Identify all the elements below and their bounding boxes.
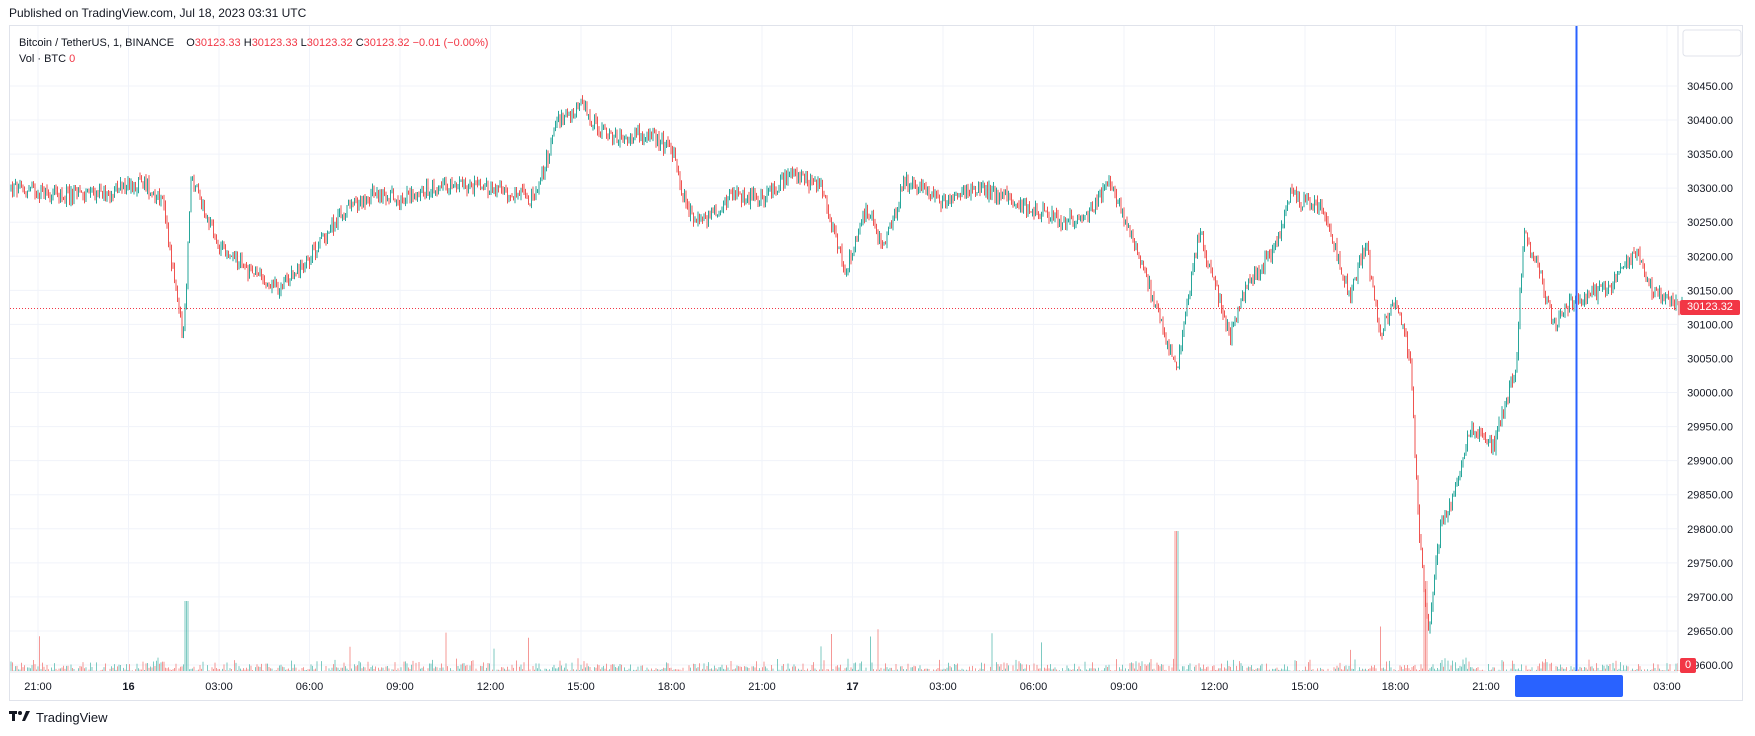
volume-badge-text: 0 xyxy=(1684,659,1692,671)
price-tick-label: 29650.00 xyxy=(1687,626,1733,638)
grid xyxy=(10,26,1677,671)
price-tick-label: 29600.00 xyxy=(1687,660,1733,672)
price-axis: 30450.00 30400.00 30350.00 30300.00 30250.00… xyxy=(1687,81,1733,672)
change-value: −0.01 (−0.00%) xyxy=(412,37,489,49)
last-price-badge-text: 30123.32 xyxy=(1687,301,1733,313)
time-tick-label: 15:00 xyxy=(1291,681,1319,693)
price-tick-label: 30450.00 xyxy=(1687,81,1733,93)
volume-label[interactable]: Vol · BTC xyxy=(19,53,67,65)
time-tick-label: 21:00 xyxy=(24,681,52,693)
footer-brand[interactable]: TradingView xyxy=(36,710,108,725)
chart-legend: Bitcoin / TetherUS, 1, BINANCE O30123.33… xyxy=(19,35,488,67)
time-tick-label: 09:00 xyxy=(386,681,414,693)
crosshair-time-text: 18 Jul '23 00:00 xyxy=(1530,702,1614,714)
crosshair-time-badge: 18 Jul '23 00:00 xyxy=(1515,675,1623,714)
open-value: 30123.33 xyxy=(194,37,241,49)
time-tick-label: 03:00 xyxy=(929,681,957,693)
price-tick-label: 30400.00 xyxy=(1687,115,1733,127)
price-tick-label: 29950.00 xyxy=(1687,422,1733,434)
close-label: C xyxy=(355,37,364,49)
time-tick-label: 12:00 xyxy=(1201,681,1229,693)
time-tick-label: 03:00 xyxy=(205,681,233,693)
volume-row: Vol · BTC 0 xyxy=(19,51,488,67)
price-tick-label: 30150.00 xyxy=(1687,285,1733,297)
price-tick-label: 29850.00 xyxy=(1687,490,1733,502)
time-tick-label: 12:00 xyxy=(477,681,505,693)
price-tick-label: 29700.00 xyxy=(1687,592,1733,604)
time-tick-label: 16 xyxy=(122,681,134,693)
time-tick-label: 06:00 xyxy=(1020,681,1048,693)
time-tick-label: 03:00 xyxy=(1653,681,1681,693)
high-value: 30123.33 xyxy=(251,37,298,49)
scale-settings-box xyxy=(1682,29,1742,57)
price-tick-label: 30350.00 xyxy=(1687,149,1733,161)
time-tick-label: 09:00 xyxy=(1110,681,1138,693)
price-tick-label: 30000.00 xyxy=(1687,388,1733,400)
time-tick-label: 21:00 xyxy=(748,681,776,693)
time-tick-label: 15:00 xyxy=(567,681,595,693)
open-label: O xyxy=(186,37,195,49)
time-axis: 21:00 16 03:00 06:00 09:00 12:00 15:00 18:00 21:… xyxy=(24,681,1681,693)
volume-badge: 0 xyxy=(1680,658,1696,673)
price-tick-label: 30050.00 xyxy=(1687,353,1733,365)
last-price-badge: 30123.32 xyxy=(1680,300,1740,315)
candles xyxy=(10,95,1683,634)
volume-value: 0 xyxy=(69,53,76,65)
price-tick-label: 30300.00 xyxy=(1687,183,1733,195)
tradingview-logo-icon[interactable] xyxy=(9,710,31,725)
time-tick-label: 06:00 xyxy=(296,681,324,693)
chart-frame xyxy=(9,25,1743,701)
price-tick-label: 29800.00 xyxy=(1687,524,1733,536)
price-tick-label: 29900.00 xyxy=(1687,456,1733,468)
close-value: 30123.32 xyxy=(363,37,410,49)
published-note: Published on TradingView.com, Jul 18, 20… xyxy=(9,6,307,20)
footer: TradingView xyxy=(9,710,108,725)
ohlc-row: Bitcoin / TetherUS, 1, BINANCE O30123.33… xyxy=(19,35,488,51)
time-tick-label: 17 xyxy=(846,681,858,693)
low-label: L xyxy=(300,37,307,49)
high-label: H xyxy=(243,37,252,49)
low-value: 30123.32 xyxy=(306,37,353,49)
time-tick-label: 21:00 xyxy=(1472,681,1500,693)
price-tick-label: 30100.00 xyxy=(1687,319,1733,331)
volume-bars xyxy=(10,531,1683,671)
price-tick-label: 29750.00 xyxy=(1687,558,1733,570)
time-tick-label: 18:00 xyxy=(1382,681,1410,693)
symbol-title[interactable]: Bitcoin / TetherUS, 1, BINANCE xyxy=(19,37,175,49)
price-tick-label: 30200.00 xyxy=(1687,251,1733,263)
price-tick-label: 30250.00 xyxy=(1687,217,1733,229)
time-tick-label: 18:00 xyxy=(658,681,686,693)
